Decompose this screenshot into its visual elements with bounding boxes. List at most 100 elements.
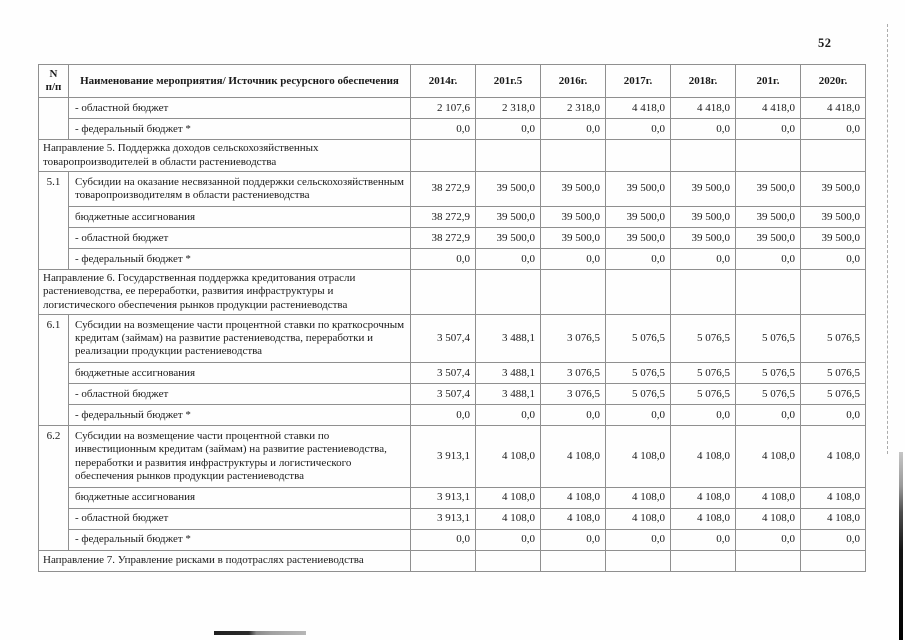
- row-num-cell: [38, 97, 69, 141]
- value-cell: 39 500,0: [735, 227, 801, 250]
- value-cell: 39 500,0: [670, 170, 736, 208]
- row-label-cell: - федеральный бюджет *: [68, 404, 411, 427]
- table-row: Направление 6. Государственная поддержка…: [38, 269, 866, 315]
- value-cell: 4 108,0: [475, 425, 541, 488]
- table-header-row: N п/п Наименование мероприятия/ Источник …: [38, 63, 866, 99]
- table-row: - федеральный бюджет * 0,0 0,0 0,0 0,0 0,0 0,0…: [39, 118, 866, 141]
- empty-value-cell: [735, 139, 801, 172]
- value-cell: 3 913,1: [410, 508, 476, 530]
- value-cell: 0,0: [410, 118, 476, 141]
- table-row: - областной бюджет 3 507,4 3 488,1 3 076,5 5…: [39, 383, 866, 406]
- row-label-cell: Субсидии на возмещение части процентной …: [68, 313, 411, 364]
- header-year: 201г.: [735, 63, 801, 99]
- row-num-cell: 6.1: [38, 313, 69, 427]
- scan-artifact-bottom-mark: [214, 631, 306, 635]
- value-cell: 39 500,0: [605, 170, 671, 208]
- value-cell: 3 076,5: [540, 313, 606, 364]
- empty-value-cell: [735, 269, 801, 315]
- value-cell: 0,0: [540, 529, 606, 551]
- empty-value-cell: [670, 139, 736, 172]
- empty-value-cell: [410, 139, 476, 172]
- value-cell: 4 108,0: [670, 487, 736, 509]
- section-label-cell: Направление 5. Поддержка доходов сельско…: [38, 139, 411, 172]
- value-cell: 39 500,0: [800, 170, 866, 208]
- value-cell: 39 500,0: [670, 206, 736, 229]
- row-label-cell: Субсидии на оказание несвязанной поддерж…: [68, 170, 411, 208]
- header-year: 2020г.: [800, 63, 866, 99]
- table-row: 6.1 Субсидии на возмещение части процентн…: [38, 313, 866, 427]
- value-cell: 4 108,0: [670, 508, 736, 530]
- value-cell: 39 500,0: [735, 206, 801, 229]
- empty-value-cell: [410, 269, 476, 315]
- value-cell: 38 272,9: [410, 206, 476, 229]
- value-cell: 0,0: [670, 529, 736, 551]
- value-cell: 0,0: [735, 248, 801, 271]
- value-cell: 39 500,0: [605, 227, 671, 250]
- empty-value-cell: [735, 550, 801, 572]
- value-cell: 5 076,5: [735, 362, 801, 385]
- value-cell: 39 500,0: [540, 206, 606, 229]
- header-year: 2016г.: [540, 63, 606, 99]
- value-cell: 38 272,9: [410, 227, 476, 250]
- value-cell: 0,0: [410, 404, 476, 427]
- header-name: Наименование мероприятия/ Источник ресур…: [68, 63, 411, 99]
- value-cell: 0,0: [605, 248, 671, 271]
- table-row: - федеральный бюджет * 0,0 0,0 0,0 0,0 0,0 0,0…: [39, 248, 866, 271]
- value-cell: 39 500,0: [735, 170, 801, 208]
- value-cell: 0,0: [540, 248, 606, 271]
- value-cell: 0,0: [735, 404, 801, 427]
- value-cell: 5 076,5: [800, 313, 866, 364]
- value-cell: 0,0: [800, 248, 866, 271]
- value-cell: 39 500,0: [670, 227, 736, 250]
- value-cell: 0,0: [475, 118, 541, 141]
- value-cell: 2 107,6: [410, 97, 476, 120]
- value-cell: 5 076,5: [735, 313, 801, 364]
- value-cell: 3 076,5: [540, 362, 606, 385]
- value-cell: 3 488,1: [475, 362, 541, 385]
- value-cell: 0,0: [670, 118, 736, 141]
- table-row: Направление 7. Управление рисками в подо…: [38, 550, 866, 572]
- value-cell: 0,0: [475, 529, 541, 551]
- value-cell: 3 488,1: [475, 313, 541, 364]
- value-cell: 39 500,0: [540, 227, 606, 250]
- value-cell: 4 108,0: [475, 487, 541, 509]
- value-cell: 4 108,0: [605, 508, 671, 530]
- value-cell: 0,0: [800, 529, 866, 551]
- value-cell: 39 500,0: [605, 206, 671, 229]
- row-label-cell: - федеральный бюджет *: [68, 529, 411, 551]
- value-cell: 3 913,1: [410, 425, 476, 488]
- value-cell: 0,0: [735, 529, 801, 551]
- table-row: бюджетные ассигнования 3 507,4 3 488,1 3 07…: [39, 362, 866, 385]
- value-cell: 0,0: [475, 404, 541, 427]
- row-label-cell: - областной бюджет: [68, 227, 411, 250]
- row-label-cell: - федеральный бюджет *: [68, 118, 411, 141]
- value-cell: 0,0: [735, 118, 801, 141]
- value-cell: 4 108,0: [735, 508, 801, 530]
- value-cell: 3 076,5: [540, 383, 606, 406]
- table-row: бюджетные ассигнования 3 913,1 4 108,0 4 10…: [39, 487, 866, 509]
- header-year: 2018г.: [670, 63, 736, 99]
- value-cell: 0,0: [670, 404, 736, 427]
- empty-value-cell: [605, 550, 671, 572]
- value-cell: 4 108,0: [735, 487, 801, 509]
- value-cell: 5 076,5: [605, 313, 671, 364]
- value-cell: 4 108,0: [800, 425, 866, 488]
- value-cell: 4 108,0: [605, 487, 671, 509]
- section-label-cell: Направление 6. Государственная поддержка…: [38, 269, 411, 315]
- row-num-cell: 5.1: [38, 170, 69, 271]
- value-cell: 0,0: [670, 248, 736, 271]
- value-cell: 4 108,0: [540, 425, 606, 488]
- row-num-cell: 6.2: [38, 425, 69, 551]
- row-label-cell: Субсидии на возмещение части процентной …: [68, 425, 411, 488]
- row-label-cell: бюджетные ассигнования: [68, 206, 411, 229]
- empty-value-cell: [800, 550, 866, 572]
- row-label-cell: бюджетные ассигнования: [68, 487, 411, 509]
- row-label-cell: - областной бюджет: [68, 508, 411, 530]
- value-cell: 2 318,0: [475, 97, 541, 120]
- value-cell: 4 108,0: [605, 425, 671, 488]
- value-cell: 0,0: [410, 248, 476, 271]
- value-cell: 39 500,0: [800, 227, 866, 250]
- value-cell: 5 076,5: [735, 383, 801, 406]
- value-cell: 0,0: [605, 118, 671, 141]
